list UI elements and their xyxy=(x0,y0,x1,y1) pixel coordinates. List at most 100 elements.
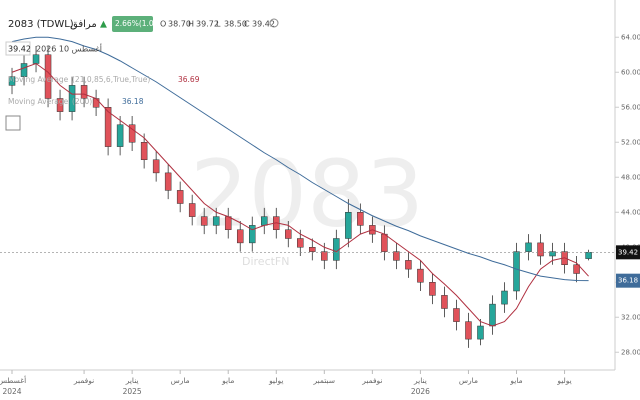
candle-body xyxy=(501,290,508,305)
change-arrow: ▲ xyxy=(100,20,107,30)
brand-watermark: DirectFN xyxy=(242,255,290,268)
candle-body xyxy=(8,76,16,86)
candle-body xyxy=(224,216,232,230)
x-tick-label: مارس xyxy=(171,376,190,385)
candle-body xyxy=(248,225,256,244)
candle-body xyxy=(585,252,592,259)
candle-body xyxy=(525,242,532,252)
ohlc-value: 39.42 xyxy=(252,20,275,29)
price-box xyxy=(5,41,31,56)
x-tick-label: نوفمبر xyxy=(73,376,94,385)
candle-body xyxy=(453,308,460,322)
candle-body xyxy=(381,233,388,252)
y-tick-label: 32.00 xyxy=(621,313,640,321)
candle-body xyxy=(236,229,244,244)
price: 39.42 xyxy=(8,45,31,54)
candle-body xyxy=(333,238,340,261)
x-tick-label: نوفمبر xyxy=(361,376,382,385)
candle-body xyxy=(128,124,136,143)
last-price-label: 39.42 xyxy=(618,248,638,256)
legend-value: 36.18 xyxy=(122,97,144,106)
candle-body xyxy=(80,85,88,99)
candle-body xyxy=(573,264,580,274)
toggle-button[interactable] xyxy=(5,115,21,131)
x-tick-label: يناير xyxy=(125,376,139,385)
legend-name: Moving Average xyxy=(8,75,69,84)
ohlc-key: L xyxy=(216,20,221,29)
x-tick-year: 2025 xyxy=(123,387,142,396)
y-tick-label: 44.00 xyxy=(621,208,640,216)
legend-name: Moving Average xyxy=(8,97,69,106)
candle-body xyxy=(489,303,496,327)
candle-body xyxy=(164,172,172,191)
y-tick-label: 52.00 xyxy=(621,138,640,146)
candle-body xyxy=(56,98,64,112)
candle-body xyxy=(32,54,40,64)
settings-icon[interactable] xyxy=(269,18,279,28)
change-text: 2.66%(1.02) xyxy=(115,19,161,28)
candle-body xyxy=(261,216,268,226)
candle-body xyxy=(465,321,472,340)
candle-body xyxy=(429,282,436,296)
moving-average-line xyxy=(11,62,589,327)
candle-body xyxy=(92,98,100,108)
candle-body xyxy=(188,203,196,217)
candle-body xyxy=(417,268,424,283)
symbol: 2083 (TDWL) xyxy=(8,19,74,30)
ohlc-value: 39.72 xyxy=(196,20,219,29)
candle-body xyxy=(200,216,208,226)
x-tick-label: سبتمبر xyxy=(313,376,336,385)
candle-body xyxy=(176,190,184,204)
legend-params: (200) xyxy=(72,97,92,106)
candle-body xyxy=(441,295,448,309)
y-tick-label: 56.00 xyxy=(621,103,640,111)
candle-body xyxy=(68,85,76,112)
moving-average-line xyxy=(11,36,589,282)
candle-body xyxy=(104,107,112,147)
company-name: مرافق xyxy=(70,19,97,30)
y-tick-label: 64.00 xyxy=(621,33,640,41)
candle-body xyxy=(477,325,484,340)
x-tick-label: يوليو xyxy=(268,376,283,385)
date: أغسطس 10 2026 xyxy=(36,44,102,54)
x-tick-label: يناير xyxy=(413,376,427,385)
candle-body xyxy=(549,251,556,257)
ohlc-value: 38.70 xyxy=(168,20,191,29)
change-badge xyxy=(112,16,153,32)
watermark: 2083 xyxy=(190,140,424,247)
last-price-badge xyxy=(616,245,640,260)
candle-body xyxy=(116,124,124,147)
candle-body xyxy=(297,238,304,248)
ma-badge xyxy=(616,273,640,288)
x-tick-label: يوليو xyxy=(556,376,571,385)
ohlc-key: C xyxy=(244,20,250,29)
ohlc-value: 38.50 xyxy=(224,20,247,29)
x-tick-label: مارس xyxy=(459,376,478,385)
candle-body xyxy=(20,63,28,77)
ohlc-key: O xyxy=(160,20,166,29)
y-tick-label: 28.00 xyxy=(621,348,640,356)
candle-body xyxy=(309,247,316,252)
x-tick-label: مايو xyxy=(221,376,234,385)
candle-body xyxy=(152,159,160,174)
candle-body xyxy=(513,251,520,292)
legend-value: 36.69 xyxy=(178,75,200,84)
candle-body xyxy=(405,260,412,270)
y-tick-label: 48.00 xyxy=(621,173,640,181)
candle-body xyxy=(345,212,352,239)
x-tick-label: أغسطس xyxy=(0,375,26,385)
ohlc-key: H xyxy=(188,20,194,29)
candle-body xyxy=(140,142,148,160)
candle-body xyxy=(321,251,328,261)
y-tick-label: 60.00 xyxy=(621,68,640,76)
candle-body xyxy=(285,229,292,239)
candle-body xyxy=(212,216,220,226)
x-tick-year: 2026 xyxy=(411,387,430,396)
candle-body xyxy=(44,54,52,99)
x-tick-year: 2024 xyxy=(2,387,21,396)
candle-body xyxy=(393,251,400,261)
x-tick-label: مايو xyxy=(509,376,522,385)
candle-body xyxy=(357,212,364,226)
candle-body xyxy=(537,242,544,257)
